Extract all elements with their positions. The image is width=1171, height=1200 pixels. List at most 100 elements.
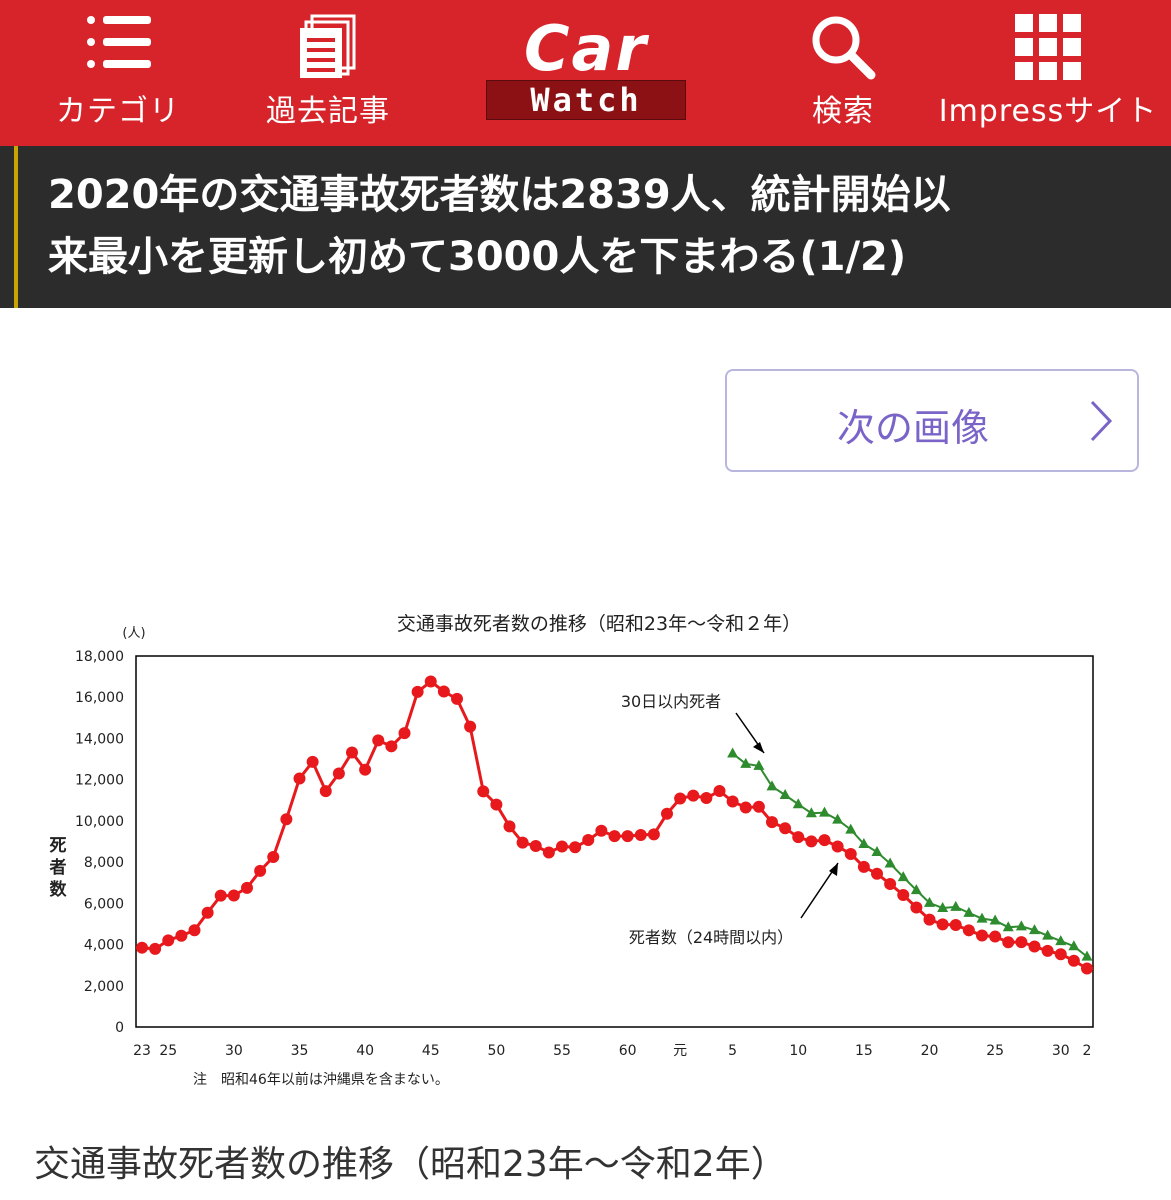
data-point xyxy=(976,912,988,923)
nav-label: カテゴリ xyxy=(56,94,180,129)
x-tick-label: 35 xyxy=(291,1043,309,1059)
data-point xyxy=(766,816,778,829)
image-caption: 交通事故死者数の推移（昭和23年〜令和2年） xyxy=(34,1144,787,1185)
data-point xyxy=(346,746,358,759)
data-point xyxy=(937,902,949,913)
data-point xyxy=(845,823,857,834)
data-point xyxy=(451,692,463,705)
y-tick-label: 8,000 xyxy=(84,855,124,871)
logo-car-text: Car xyxy=(524,12,648,85)
data-point xyxy=(149,942,162,955)
data-point xyxy=(529,839,542,852)
annotation-24h: 死者数（24時間以内） xyxy=(629,928,793,947)
data-point xyxy=(136,941,148,954)
data-point xyxy=(1081,950,1093,961)
x-tick-label: 5 xyxy=(728,1043,737,1059)
data-point xyxy=(503,820,516,833)
nav-label: Impressサイト xyxy=(938,94,1158,129)
y-axis: 0 2,000 4,000 6,000 8,000 10,000 12,000 14,000 1… xyxy=(75,649,124,1036)
data-point xyxy=(884,878,897,891)
data-point xyxy=(1067,954,1080,967)
data-point xyxy=(556,840,568,853)
car-watch-logo[interactable]: Car Watch xyxy=(486,14,686,120)
chevron-right-icon xyxy=(1089,399,1113,447)
y-tick-label: 6,000 xyxy=(84,896,124,912)
data-point xyxy=(989,914,1001,925)
data-point xyxy=(1015,920,1027,931)
data-point xyxy=(779,789,791,800)
data-point xyxy=(437,685,450,698)
data-point xyxy=(1002,936,1015,949)
nav-search[interactable]: 検索 xyxy=(772,0,914,146)
data-point xyxy=(962,924,975,937)
x-tick-label: 30 xyxy=(225,1043,243,1059)
series-line xyxy=(731,752,1088,958)
data-point xyxy=(923,913,936,926)
x-tick-label: 40 xyxy=(356,1043,374,1059)
data-point xyxy=(897,871,909,882)
data-point xyxy=(949,919,962,932)
data-point xyxy=(634,828,647,841)
data-point xyxy=(752,800,765,813)
data-point xyxy=(661,807,673,820)
data-point xyxy=(1054,948,1067,961)
chart-title: 交通事故死者数の推移（昭和23年～令和２年） xyxy=(397,613,801,635)
data-point xyxy=(739,801,752,814)
data-point xyxy=(871,845,883,856)
data-point xyxy=(516,836,529,849)
x-tick-label: 20 xyxy=(921,1043,939,1059)
y-axis-label: 死者数 xyxy=(49,836,68,900)
data-point xyxy=(727,747,739,758)
nav-category[interactable]: カテゴリ xyxy=(38,0,198,146)
chart-note: 注 昭和46年以前は沖縄県を含まない。 xyxy=(193,1071,449,1088)
y-tick-label: 16,000 xyxy=(75,690,124,706)
data-point xyxy=(477,785,490,798)
data-point xyxy=(359,763,372,776)
data-point xyxy=(910,901,923,914)
data-point xyxy=(884,857,896,868)
data-point xyxy=(924,896,935,907)
data-point xyxy=(254,864,267,877)
data-point xyxy=(621,830,634,843)
data-point xyxy=(569,841,582,854)
search-icon xyxy=(810,14,876,80)
data-point xyxy=(844,847,857,860)
y-tick-label: 10,000 xyxy=(75,814,124,830)
data-point xyxy=(950,900,962,911)
logo-watch-text: Watch xyxy=(486,80,686,120)
article-title-line1: 2020年の交通事故死者数は2839人、統計開始以 xyxy=(48,172,951,218)
data-point xyxy=(871,867,883,880)
y-tick-label: 14,000 xyxy=(75,731,124,747)
data-point xyxy=(700,792,713,805)
data-point xyxy=(188,924,201,937)
list-icon xyxy=(83,14,153,70)
data-point xyxy=(805,835,818,848)
data-point xyxy=(542,846,555,859)
x-tick-label: 10 xyxy=(789,1043,807,1059)
next-image-label: 次の画像 xyxy=(837,406,990,450)
nav-archive[interactable]: 過去記事 xyxy=(248,0,408,146)
x-tick-label: 60 xyxy=(619,1043,637,1059)
data-point xyxy=(976,929,988,942)
annotation-30day-arrowhead xyxy=(753,742,764,753)
next-image-button[interactable]: 次の画像 xyxy=(725,369,1139,472)
nav-impress-sites[interactable]: Impressサイト xyxy=(930,0,1166,146)
data-point xyxy=(201,906,214,919)
data-point xyxy=(819,806,830,817)
data-point xyxy=(227,889,240,902)
data-point xyxy=(1015,936,1028,949)
data-point xyxy=(936,918,949,931)
y-unit-label: (人) xyxy=(122,626,145,641)
y-tick-label: 2,000 xyxy=(84,979,124,995)
data-point xyxy=(385,740,398,753)
data-point xyxy=(897,889,910,902)
document-icon xyxy=(298,14,358,80)
data-point xyxy=(464,720,477,733)
data-point xyxy=(1042,929,1054,940)
annotation-24h-arrowhead xyxy=(829,863,838,876)
x-tick-label: 23 xyxy=(133,1043,151,1059)
data-point xyxy=(726,795,739,808)
data-point xyxy=(1041,944,1054,957)
chart-figure: 交通事故死者数の推移（昭和23年～令和２年） (人) 死者数 0 2,000 4,0… xyxy=(36,595,1136,1099)
x-tick-label: 45 xyxy=(422,1043,440,1059)
